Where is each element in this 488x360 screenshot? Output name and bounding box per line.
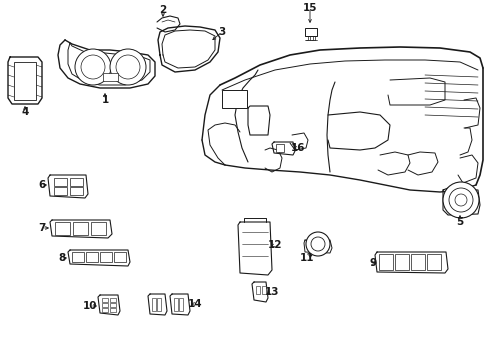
Bar xyxy=(86,252,98,262)
Text: 6: 6 xyxy=(38,180,45,190)
Text: 15: 15 xyxy=(302,3,317,13)
Text: 2: 2 xyxy=(159,5,166,15)
Bar xyxy=(157,298,161,311)
Text: 14: 14 xyxy=(187,299,202,309)
Bar xyxy=(110,308,116,312)
Circle shape xyxy=(310,237,325,251)
Text: 8: 8 xyxy=(58,253,65,263)
Bar xyxy=(305,28,316,36)
Bar xyxy=(91,222,106,235)
Text: 3: 3 xyxy=(218,27,225,37)
Bar xyxy=(54,187,67,195)
Bar xyxy=(426,254,440,270)
Text: 1: 1 xyxy=(101,95,108,105)
Text: 16: 16 xyxy=(290,143,305,153)
Text: 7: 7 xyxy=(38,223,45,233)
Bar xyxy=(70,187,83,195)
Circle shape xyxy=(116,55,140,79)
Bar xyxy=(174,298,178,311)
Bar xyxy=(103,73,118,81)
Bar xyxy=(152,298,156,311)
Circle shape xyxy=(448,188,472,212)
Bar xyxy=(394,254,408,270)
Circle shape xyxy=(454,194,466,206)
Text: 4: 4 xyxy=(21,107,29,117)
Bar xyxy=(378,254,392,270)
Text: 12: 12 xyxy=(267,240,282,250)
Bar xyxy=(100,252,112,262)
Bar xyxy=(262,286,265,294)
Bar xyxy=(55,222,70,235)
Bar xyxy=(72,252,84,262)
Bar xyxy=(222,90,246,108)
Circle shape xyxy=(75,49,111,85)
Text: 13: 13 xyxy=(264,287,279,297)
Text: 11: 11 xyxy=(299,253,314,263)
Bar xyxy=(256,286,260,294)
Bar xyxy=(275,144,284,152)
Circle shape xyxy=(442,182,478,218)
Bar xyxy=(179,298,183,311)
Bar xyxy=(14,62,36,100)
Circle shape xyxy=(110,49,146,85)
Bar xyxy=(110,298,116,302)
Bar xyxy=(70,178,83,186)
Circle shape xyxy=(81,55,105,79)
Bar xyxy=(54,178,67,186)
Text: 9: 9 xyxy=(368,258,376,268)
Bar xyxy=(102,298,108,302)
Bar xyxy=(110,303,116,307)
Bar xyxy=(410,254,424,270)
Text: 10: 10 xyxy=(82,301,97,311)
Circle shape xyxy=(305,232,329,256)
Bar xyxy=(73,222,88,235)
Bar xyxy=(102,308,108,312)
Text: 5: 5 xyxy=(455,217,463,227)
Bar xyxy=(102,303,108,307)
Bar xyxy=(114,252,126,262)
